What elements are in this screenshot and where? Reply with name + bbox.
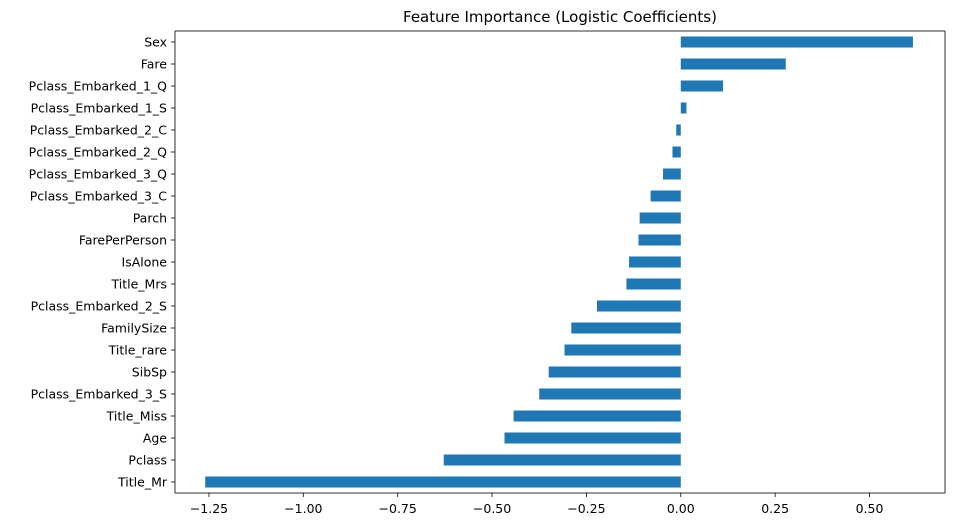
x-tick-label: −0.50 (473, 501, 511, 516)
bar (504, 432, 681, 444)
y-tick-label: FarePerPerson (79, 233, 167, 248)
y-tick-label: Title_Mr (117, 475, 168, 490)
bar (564, 344, 681, 356)
y-tick-label: Pclass_Embarked_1_S (31, 101, 167, 116)
y-tick-label: Parch (133, 211, 167, 226)
x-tick-label: 0.25 (761, 501, 789, 516)
bar (443, 454, 681, 466)
bar (676, 124, 681, 136)
x-tick-label: −1.25 (190, 501, 228, 516)
bar (539, 388, 681, 400)
bar (680, 36, 913, 48)
y-tick-label: FamilySize (101, 321, 167, 336)
bar (626, 278, 681, 290)
bar (663, 168, 681, 180)
bar (596, 300, 681, 312)
y-tick-label: Pclass_Embarked_2_C (30, 123, 167, 138)
y-tick-label: Pclass (128, 453, 167, 468)
plot-area-frame (174, 30, 946, 494)
y-tick-label: IsAlone (122, 255, 168, 270)
x-tick-label: −1.00 (284, 501, 322, 516)
y-tick-label: Sex (144, 35, 167, 50)
chart-title: Feature Importance (Logistic Coefficient… (403, 8, 717, 26)
bar (205, 476, 681, 488)
bar (680, 58, 786, 70)
bar (571, 322, 681, 334)
bar (650, 190, 681, 202)
bar (638, 234, 681, 246)
y-tick-label: SibSp (132, 365, 167, 380)
x-tick-label: 0.00 (667, 501, 695, 516)
bar (548, 366, 681, 378)
x-tick-label: −0.75 (379, 501, 417, 516)
y-tick-label: Fare (141, 57, 168, 72)
y-tick-label: Title_rare (108, 343, 168, 358)
y-tick-label: Title_Miss (106, 409, 167, 424)
x-tick-label: 0.50 (856, 501, 884, 516)
y-tick-label: Title_Mrs (111, 277, 167, 292)
bar (513, 410, 681, 422)
y-tick-label: Age (143, 431, 167, 446)
y-tick-label: Pclass_Embarked_3_S (31, 387, 167, 402)
y-tick-label: Pclass_Embarked_2_Q (29, 145, 167, 160)
y-tick-label: Pclass_Embarked_1_Q (29, 79, 167, 94)
bar (629, 256, 681, 268)
bar (672, 146, 681, 158)
y-tick-label: Pclass_Embarked_3_Q (29, 167, 167, 182)
bar (680, 102, 687, 114)
y-tick-label: Pclass_Embarked_3_C (30, 189, 167, 204)
bar (680, 80, 724, 92)
y-axis-ticks: Sex Fare Pclass_Embarked_1_Q Pclass_Embarke… (29, 35, 175, 490)
x-axis-ticks: −1.25 −1.00 −0.75 −0.50 −0.25 0.00 0.25 0.50 (190, 493, 884, 516)
bars-layer (205, 36, 913, 488)
bar (639, 212, 681, 224)
y-tick-label: Pclass_Embarked_2_S (31, 299, 167, 314)
x-tick-label: −0.25 (567, 501, 605, 516)
